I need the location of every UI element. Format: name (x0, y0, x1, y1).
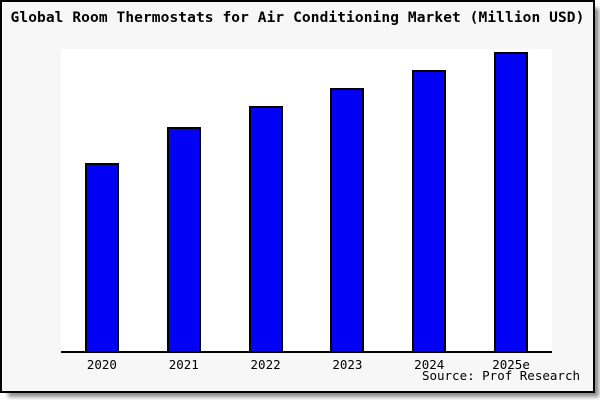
x-tick-label-2021: 2021 (168, 357, 199, 372)
bar-2023 (330, 88, 365, 351)
source-credit: Source: Prof Research (421, 368, 580, 383)
x-tick-label-2022: 2022 (250, 357, 281, 372)
chart-title: Global Room Thermostats for Air Conditio… (10, 10, 585, 26)
x-tick-label-2020: 2020 (86, 357, 117, 372)
x-axis-labels: 2020 2021 2022 2023 2024 2025e (61, 357, 552, 373)
bar-2025e (494, 52, 529, 351)
bar-2021 (166, 127, 201, 351)
bar-2022 (248, 106, 283, 351)
bar-2024 (412, 70, 447, 351)
x-axis-line (61, 351, 552, 353)
x-tick-label-2023: 2023 (332, 357, 363, 372)
x-tick-label-2025e: 2025e (492, 357, 530, 372)
chart-frame: Global Room Thermostats for Air Conditio… (0, 0, 595, 393)
bar-2020 (84, 163, 119, 351)
x-tick-label-2024: 2024 (414, 357, 445, 372)
plot-area (61, 49, 552, 353)
